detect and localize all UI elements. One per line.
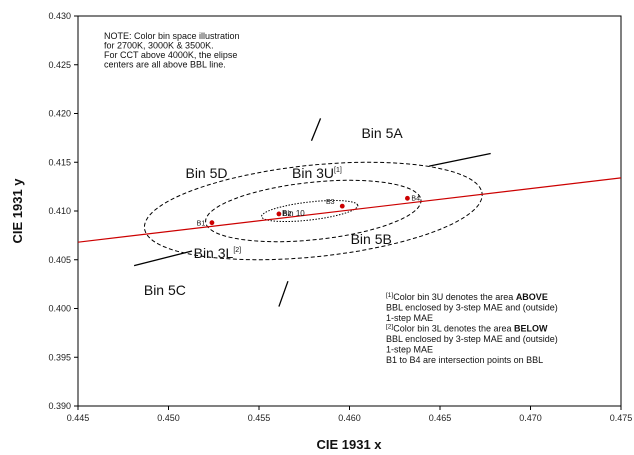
intersection-point	[209, 220, 215, 226]
plot-area	[78, 118, 621, 307]
y-tick-label: 0.390	[48, 401, 71, 411]
note-line: centers are all above BBL line.	[104, 60, 226, 70]
plot-frame	[77, 15, 622, 407]
bin-divider-line	[278, 280, 289, 307]
bin-label: Bin 3L[2]	[194, 245, 242, 261]
x-tick-label: 0.455	[248, 413, 271, 423]
footnote-line: 1-step MAE	[386, 345, 433, 355]
note-line: NOTE: Color bin space illustration	[104, 31, 240, 41]
footnote-line: B1 to B4 are intersection points on BBL	[386, 355, 543, 365]
bin-label: Bin 5B	[351, 231, 392, 247]
x-tick-label: 0.460	[338, 413, 361, 423]
x-tick-label: 0.450	[157, 413, 180, 423]
y-tick-label: 0.425	[48, 60, 71, 70]
note-line: for 2700K, 3000K & 3500K.	[104, 41, 214, 51]
bin-label: Bin 3U[1]	[292, 165, 342, 181]
intersection-point	[339, 203, 345, 209]
x-tick-label: 0.475	[610, 413, 633, 423]
x-tick-label: 0.470	[519, 413, 542, 423]
note-line: For CCT above 4000K, the elipse	[104, 50, 237, 60]
intersection-point	[276, 211, 282, 217]
footnote-line: BBL enclosed by 3-step MAE and (outside)	[386, 303, 558, 313]
x-tick-label: 0.465	[429, 413, 452, 423]
point-label: B4	[411, 195, 420, 202]
footnote-line: BBL enclosed by 3-step MAE and (outside)	[386, 334, 558, 344]
x-axis-title: CIE 1931 x	[316, 437, 382, 452]
bin-divider-line	[310, 118, 322, 142]
y-tick-label: 0.395	[48, 352, 71, 362]
plot-labels: B1 B2 B3 B4 Bin 5A Bin 5D Bin 3U[1] Bin 10 Bin 3…	[144, 125, 420, 298]
footnote-block: [1]Color bin 3U denotes the area ABOVEBB…	[386, 292, 558, 365]
footnote-line: [1]Color bin 3U denotes the area ABOVE	[386, 292, 548, 302]
ellipse-1	[143, 161, 483, 261]
bbl-line	[78, 177, 621, 243]
intersection-point	[405, 195, 410, 201]
y-tick-label: 0.420	[48, 109, 71, 119]
ellipse-2	[205, 179, 422, 243]
bin-label: Bin 5C	[144, 282, 186, 298]
axis-ticks: 0.445 0.450 0.455 0.460 0.465 0.470 0.475 0.390…	[48, 11, 632, 423]
bin-divider-line	[429, 152, 491, 167]
bin-label: Bin 5A	[361, 125, 403, 141]
bin-divider-line	[133, 250, 193, 267]
point-label: B3	[326, 199, 335, 206]
y-tick-label: 0.400	[48, 304, 71, 314]
y-tick-label: 0.430	[48, 11, 71, 21]
y-axis-title: CIE 1931 y	[10, 178, 25, 244]
x-tick-label: 0.445	[67, 413, 90, 423]
bin-label: Bin 10	[282, 209, 305, 218]
point-label: B2	[283, 211, 292, 218]
y-tick-label: 0.415	[48, 157, 71, 167]
footnote-line: [2]Color bin 3L denotes the area BELOW	[386, 324, 548, 334]
bin-label: Bin 5D	[185, 165, 227, 181]
footnote-line: 1-step MAE	[386, 313, 433, 323]
ellipse-3	[261, 200, 359, 222]
point-label: B1	[197, 221, 206, 228]
y-tick-label: 0.410	[48, 206, 71, 216]
y-tick-label: 0.405	[48, 255, 71, 265]
